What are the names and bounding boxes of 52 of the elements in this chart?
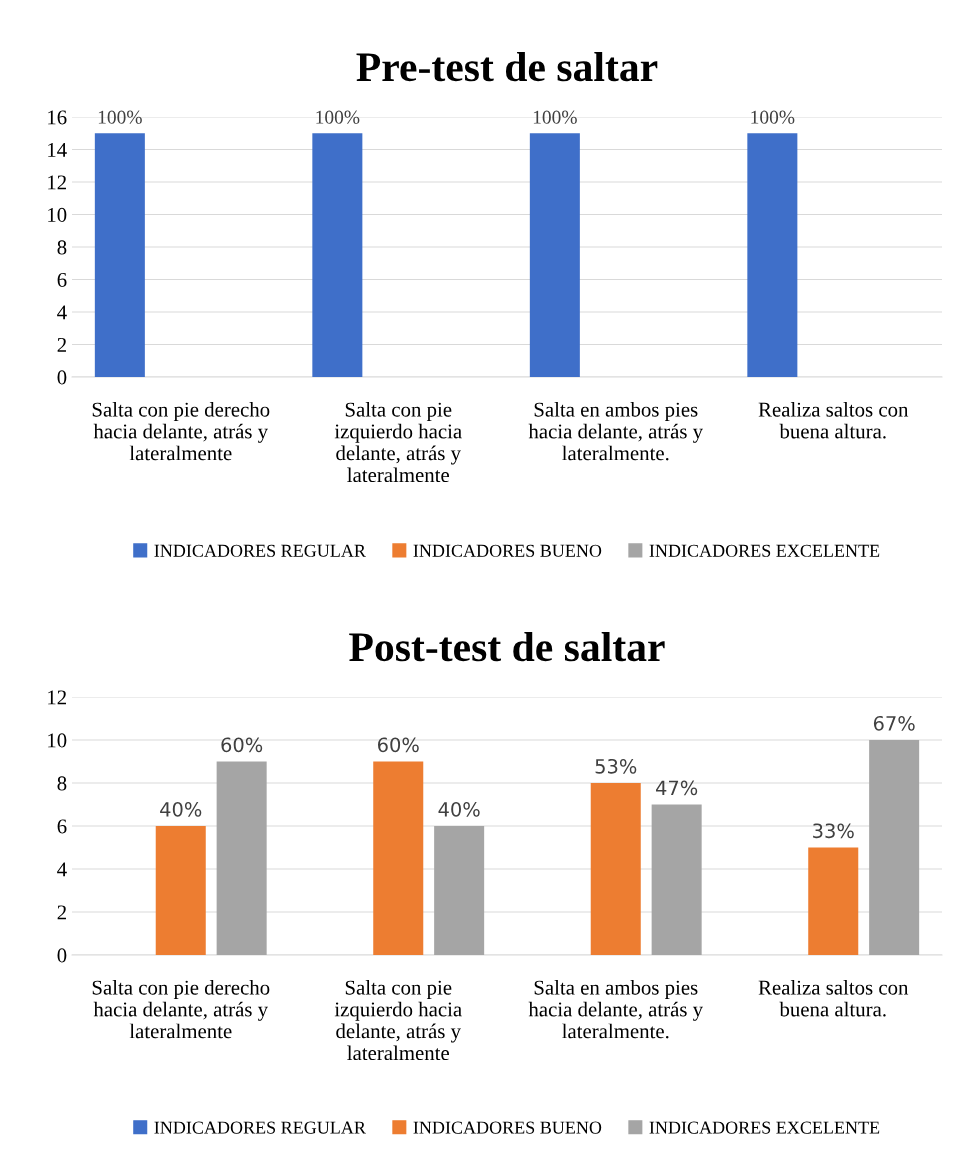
annotation: 100% (316, 110, 360, 124)
y-tick-label: 6 (57, 819, 67, 834)
x-tick-label: Salta con pie derecho hacia delante, atrás y lateralmente (92, 402, 270, 461)
bar (808, 847, 859, 955)
y-tick-label: 10 (48, 733, 67, 748)
bar (373, 761, 424, 955)
x-tick-label: Salta en ambos pies hacia delante, atrás y lateralmente. (528, 402, 703, 461)
annotation: 40% (160, 801, 202, 817)
y-tick-label: 12 (48, 690, 66, 705)
legend-label: INDICADORES REGULAR (154, 1121, 366, 1134)
annotation: 60% (221, 737, 263, 753)
y-tick-label: 16 (48, 110, 67, 125)
annotation: 67% (873, 715, 915, 731)
bar (216, 761, 267, 955)
y-tick-label: 0 (57, 948, 67, 963)
annotation: 40% (438, 801, 480, 817)
legend-label: INDICADORES BUENO (413, 1121, 602, 1134)
x-tick-label: Salta con pie izquierdo hacia delante, atrás y lateralmente (334, 980, 462, 1061)
y-tick-label: 4 (57, 305, 67, 320)
y-tick-label: 14 (48, 142, 67, 157)
annotation: 53% (595, 758, 637, 774)
annotation: 100% (751, 110, 795, 124)
bar (869, 740, 920, 955)
legend-label: INDICADORES EXCELENTE (649, 544, 880, 557)
legend-label: INDICADORES EXCELENTE (649, 1121, 880, 1134)
bar (155, 826, 206, 955)
y-tick-label: 8 (57, 776, 67, 791)
annotation: 47% (655, 780, 698, 796)
y-tick-label: 0 (57, 370, 67, 385)
annotation: 100% (98, 110, 142, 124)
y-tick-label: 10 (48, 207, 67, 222)
y-tick-label: 4 (57, 862, 67, 877)
annotation: 100% (533, 110, 577, 124)
x-tick-label: Realiza saltos con buena altura. (758, 980, 909, 1017)
bar (651, 804, 702, 955)
x-tick-label: Salta en ambos pies hacia delante, atrás y lateralmente. (528, 980, 703, 1039)
y-tick-label: 2 (57, 905, 66, 920)
y-tick-label: 6 (57, 272, 67, 287)
legend-label: INDICADORES REGULAR (154, 544, 366, 557)
x-tick-label: Realiza saltos con buena altura. (758, 402, 909, 439)
chart-title: Pre-test de saltar (356, 51, 658, 82)
x-tick-label: Salta con pie derecho hacia delante, atrás y lateralmente (92, 980, 270, 1039)
legend-label: INDICADORES BUENO (413, 544, 602, 557)
y-tick-label: 8 (57, 240, 67, 255)
y-tick-label: 12 (48, 175, 66, 190)
x-tick-label: Salta con pie izquierdo hacia delante, atrás y lateralmente (334, 402, 462, 483)
y-tick-label: 2 (57, 337, 66, 352)
bar (590, 783, 641, 955)
annotation: 60% (378, 737, 419, 753)
annotation: 33% (813, 823, 854, 839)
chart-title: Post-test de saltar (349, 631, 665, 662)
bar (434, 826, 485, 955)
